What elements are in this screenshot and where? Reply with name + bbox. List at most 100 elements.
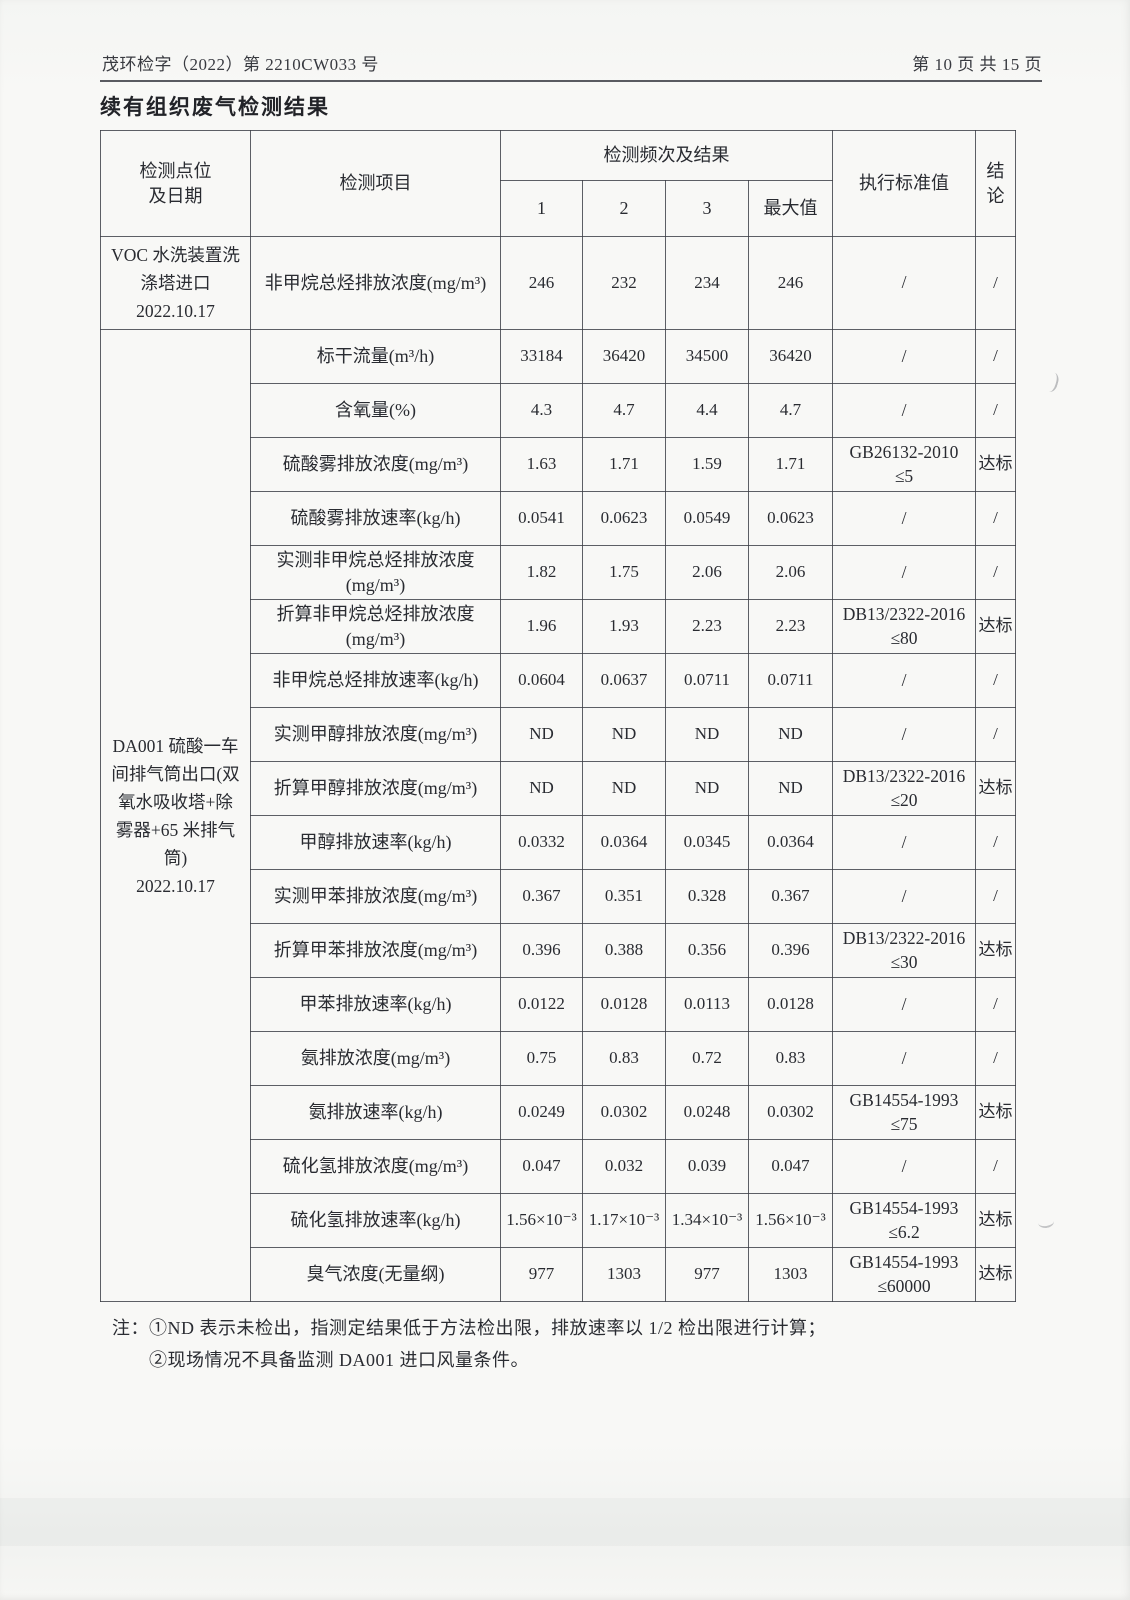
footnote-line: 注：①ND 表示未检出，指测定结果低于方法检出限，排放速率以 1/2 检出限进行… <box>112 1318 826 1338</box>
results-table: 检测点位 及日期 检测项目 检测频次及结果 执行标准值 结论 1 2 3 最大值… <box>100 130 1016 1302</box>
table-body: VOC 水洗装置洗 涤塔进口 2022.10.17 非甲烷总烃排放浓度(mg/m… <box>100 236 1016 1302</box>
value-cell-2: 0.388 <box>582 923 666 978</box>
value-cell-2: 1.17×10⁻³ <box>582 1193 666 1248</box>
table-row: 氨排放浓度(mg/m³) 0.75 0.83 0.72 0.83 / / <box>101 1031 1016 1086</box>
value-cell-max: 0.0711 <box>748 653 833 708</box>
item-cell: 甲醇排放速率(kg/h) <box>250 815 501 870</box>
table-head: 检测点位 及日期 检测项目 检测频次及结果 执行标准值 结论 1 2 3 最大值 <box>100 130 1016 237</box>
value-cell-1: 0.0332 <box>500 815 583 870</box>
standard-cell: / <box>832 869 976 924</box>
item-cell: 甲苯排放速率(kg/h) <box>250 977 501 1032</box>
standard-cell: / <box>832 1031 976 1086</box>
conclusion-cell: / <box>975 329 1016 384</box>
table-row: 非甲烷总烃排放速率(kg/h) 0.0604 0.0637 0.0711 0.0… <box>101 653 1016 708</box>
value-cell-1: 1.82 <box>500 545 583 600</box>
value-cell-1: 0.0541 <box>500 491 583 546</box>
standard-cell: / <box>832 977 976 1032</box>
value-cell-3: 0.0711 <box>665 653 749 708</box>
value-cell-2: 4.7 <box>582 383 666 438</box>
table-row: 折算甲醇排放浓度(mg/m³) ND ND ND ND DB13/2322-20… <box>101 761 1016 816</box>
conclusion-cell: / <box>975 491 1016 546</box>
conclusion-cell: / <box>975 707 1016 762</box>
conclusion-cell: / <box>975 1031 1016 1086</box>
value-cell-max: 2.06 <box>748 545 833 600</box>
value-cell-2: 1.71 <box>582 437 666 492</box>
item-cell: 折算非甲烷总烃排放浓度 (mg/m³) <box>250 599 501 654</box>
col-header-run-1: 1 <box>500 180 583 237</box>
value-cell-1: 0.047 <box>500 1139 583 1194</box>
table-row: 臭气浓度(无量纲) 977 1303 977 1303 GB14554-1993… <box>101 1247 1016 1302</box>
standard-cell: / <box>832 329 976 384</box>
conclusion-cell: / <box>975 653 1016 708</box>
col-header-frequency-results: 检测频次及结果 <box>500 130 833 181</box>
point-cell: VOC 水洗装置洗 涤塔进口 2022.10.17 <box>100 236 251 330</box>
value-cell-max: 0.0623 <box>748 491 833 546</box>
table-row: 氨排放速率(kg/h) 0.0249 0.0302 0.0248 0.0302 … <box>101 1085 1016 1140</box>
standard-cell: DB13/2322-2016 ≤80 <box>832 599 976 654</box>
value-cell-max: 246 <box>748 236 833 330</box>
item-cell: 非甲烷总烃排放速率(kg/h) <box>250 653 501 708</box>
item-cell: 折算甲苯排放浓度(mg/m³) <box>250 923 501 978</box>
point-cell: DA001 硫酸一车 间排气筒出口(双 氧水吸收塔+除 雾器+65 米排气 筒)… <box>100 329 251 1302</box>
value-cell-max: 4.7 <box>748 383 833 438</box>
item-cell: 实测甲苯排放浓度(mg/m³) <box>250 869 501 924</box>
value-cell-1: 0.367 <box>500 869 583 924</box>
conclusion-cell: 达标 <box>975 437 1016 492</box>
table-row: 实测甲苯排放浓度(mg/m³) 0.367 0.351 0.328 0.367 … <box>101 869 1016 924</box>
value-cell-max: 36420 <box>748 329 833 384</box>
value-cell-3: 0.356 <box>665 923 749 978</box>
item-cell: 实测甲醇排放浓度(mg/m³) <box>250 707 501 762</box>
value-cell-2: 36420 <box>582 329 666 384</box>
value-cell-max: 2.23 <box>748 599 833 654</box>
value-cell-3: 1.59 <box>665 437 749 492</box>
standard-cell: / <box>832 236 976 330</box>
page-content: 茂环检字（2022）第 2210CW033 号 第 10 页 共 15 页 续有… <box>100 50 1042 1376</box>
footnotes: 注：①ND 表示未检出，指测定结果低于方法检出限，排放速率以 1/2 检出限进行… <box>100 1313 1013 1376</box>
pencil-mark <box>1037 1214 1055 1230</box>
header-row-sub: 1 2 3 最大值 <box>101 180 1016 237</box>
value-cell-1: 33184 <box>500 329 583 384</box>
value-cell-3: 4.4 <box>665 383 749 438</box>
value-cell-3: 2.23 <box>665 599 749 654</box>
value-cell-1: 4.3 <box>500 383 583 438</box>
value-cell-3: 0.0248 <box>665 1085 749 1140</box>
table-row: 硫酸雾排放速率(kg/h) 0.0541 0.0623 0.0549 0.062… <box>101 491 1016 546</box>
value-cell-1: 0.0122 <box>500 977 583 1032</box>
value-cell-1: 0.0249 <box>500 1085 583 1140</box>
standard-cell: GB26132-2010 ≤5 <box>832 437 976 492</box>
col-header-item: 检测项目 <box>250 130 501 237</box>
conclusion-cell: / <box>975 977 1016 1032</box>
standard-cell: / <box>832 383 976 438</box>
value-cell-1: 1.63 <box>500 437 583 492</box>
pencil-mark <box>1041 370 1061 394</box>
table-row: 实测甲醇排放浓度(mg/m³) ND ND ND ND / / <box>101 707 1016 762</box>
standard-cell: / <box>832 545 976 600</box>
table-row: 硫化氢排放浓度(mg/m³) 0.047 0.032 0.039 0.047 /… <box>101 1139 1016 1194</box>
item-cell: 氨排放速率(kg/h) <box>250 1085 501 1140</box>
value-cell-1: 1.56×10⁻³ <box>500 1193 583 1248</box>
standard-cell: GB14554-1993 ≤6.2 <box>832 1193 976 1248</box>
value-cell-3: 0.328 <box>665 869 749 924</box>
value-cell-max: 0.367 <box>748 869 833 924</box>
value-cell-max: 0.83 <box>748 1031 833 1086</box>
table-row: DA001 硫酸一车 间排气筒出口(双 氧水吸收塔+除 雾器+65 米排气 筒)… <box>100 329 1016 1302</box>
conclusion-cell: / <box>975 869 1016 924</box>
item-cell: 含氧量(%) <box>250 383 501 438</box>
value-cell-max: 0.396 <box>748 923 833 978</box>
col-header-run-3: 3 <box>665 180 749 237</box>
value-cell-3: 0.0345 <box>665 815 749 870</box>
value-cell-2: 232 <box>582 236 666 330</box>
conclusion-cell: / <box>975 815 1016 870</box>
conclusion-cell: / <box>975 383 1016 438</box>
item-cell: 折算甲醇排放浓度(mg/m³) <box>250 761 501 816</box>
value-cell-1: 0.0604 <box>500 653 583 708</box>
value-cell-max: 0.0128 <box>748 977 833 1032</box>
value-cell-max: 1.71 <box>748 437 833 492</box>
value-cell-3: 234 <box>665 236 749 330</box>
value-cell-1: ND <box>500 761 583 816</box>
conclusion-cell: / <box>975 1139 1016 1194</box>
conclusion-cell: 达标 <box>975 923 1016 978</box>
item-cell: 硫化氢排放速率(kg/h) <box>250 1193 501 1248</box>
value-cell-3: 0.72 <box>665 1031 749 1086</box>
